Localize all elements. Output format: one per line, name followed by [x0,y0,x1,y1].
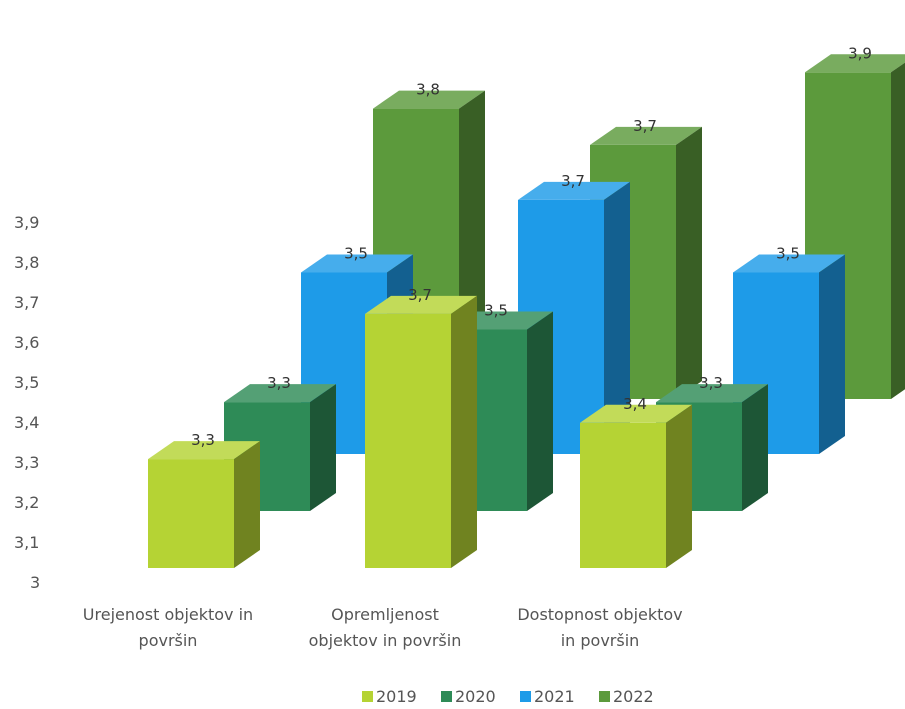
bar-top [590,126,702,145]
legend-swatch [520,691,531,702]
data-label: 3,5 [484,302,508,320]
bar-front [580,422,666,568]
legend-item-2020: 2020 [441,687,496,706]
y-tick-label: 3,7 [14,293,39,312]
bar-2019-cat-2: 3,4 [580,395,692,568]
legend-item-2022: 2022 [599,687,654,706]
legend-swatch [362,691,373,702]
bar-side [310,384,336,511]
bar-top [580,404,692,423]
data-label: 3,7 [561,172,585,190]
y-tick-label: 3,8 [14,253,39,272]
data-label: 3,8 [416,81,440,99]
y-tick-label: 3,5 [14,373,39,392]
x-axis: Urejenost objektov in površin Opremljenost… [83,605,683,650]
bar-side [742,384,768,511]
bar-top [365,295,477,314]
category-label: Opremljenost objektov in površin [309,605,462,650]
bar-2019-cat-0: 3,3 [148,431,260,568]
bar-side [451,295,477,568]
bar-side [676,126,702,400]
y-tick-label: 3,3 [14,453,39,472]
bar-side [527,311,553,511]
bar-top [733,254,845,273]
y-tick-label: 3 [30,573,40,592]
bar-2019-cat-1: 3,7 [365,286,477,568]
bar-top [373,90,485,109]
y-tick-label: 3,6 [14,333,39,352]
y-tick-label: 3,4 [14,413,39,432]
bar-front [365,313,451,568]
legend-item-2019: 2019 [362,687,417,706]
bar-top [301,254,413,273]
bar-2020-cat-0: 3,3 [224,374,336,511]
bar-side [819,254,845,454]
data-label: 3,7 [408,286,432,304]
bar-side [666,404,692,568]
legend: 2019 2020 2021 2022 [362,687,654,706]
data-label: 3,5 [344,245,368,263]
y-tick-label: 3,9 [14,213,39,232]
legend-item-2021: 2021 [520,687,575,706]
legend-swatch [441,691,452,702]
bar-side [891,62,905,399]
data-label: 3,5 [776,245,800,263]
bar-top [518,181,630,200]
category-label: Dostopnost objektov in površin [517,605,682,650]
legend-label: 2022 [613,687,654,706]
category-label: Urejenost objektov in površin [83,605,253,650]
y-tick-label: 3,2 [14,493,39,512]
data-label: 3,3 [699,374,723,392]
y-tick-label: 3,1 [14,533,39,552]
data-label: 3,7 [633,117,657,135]
data-label: 3,3 [191,431,215,449]
bar-top [656,384,768,403]
data-label: 3,4 [623,395,647,413]
bar-top [148,441,260,460]
bar-side [234,441,260,568]
bars-layer: 3,8 3,7 3,9 3,5 3,7 3,5 3,3 3,5 3,3 3,3 3,7 3,4 [148,44,905,568]
data-label: 3,9 [848,44,872,62]
y-axis: 3 3,1 3,2 3,3 3,4 3,5 3,6 3,7 3,8 3,9 [14,213,40,592]
legend-label: 2019 [376,687,417,706]
legend-swatch [599,691,610,702]
data-label: 3,3 [267,374,291,392]
legend-label: 2020 [455,687,496,706]
bar-side [604,181,630,454]
bar-top [224,384,336,403]
bar-top [805,54,905,73]
legend-label: 2021 [534,687,575,706]
bar-front [148,459,234,568]
